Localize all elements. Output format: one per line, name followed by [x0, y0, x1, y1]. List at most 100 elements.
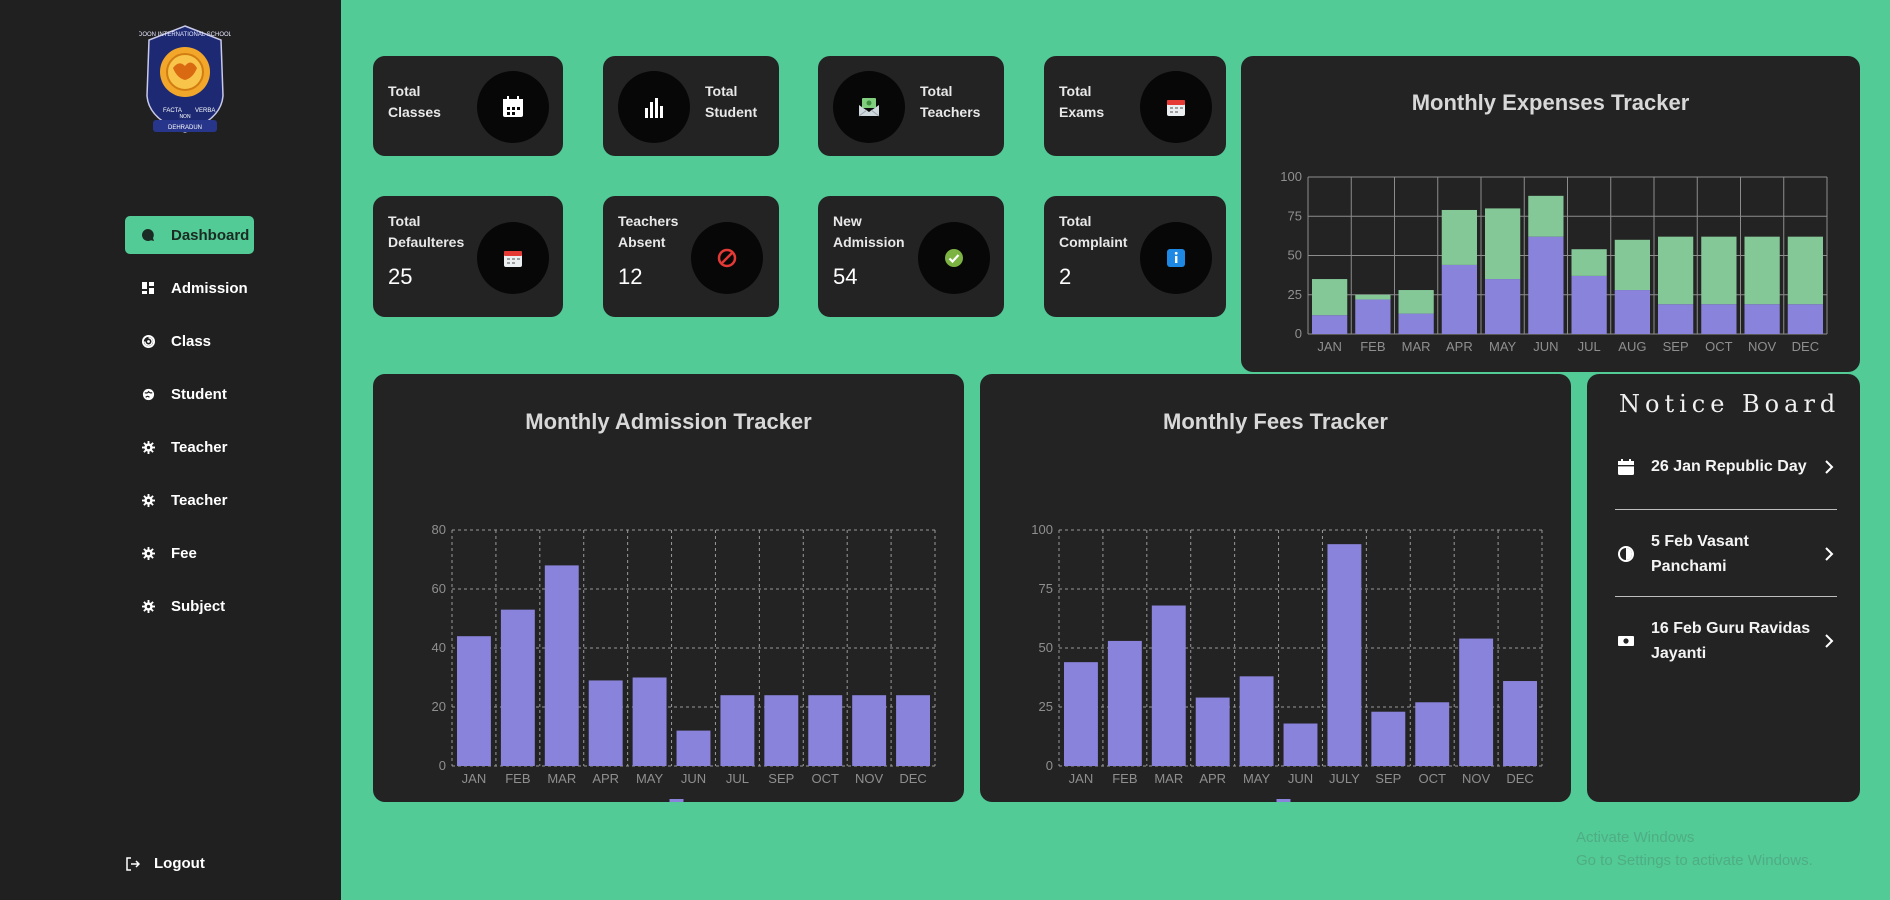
- x-tick-label: SEP: [768, 771, 794, 786]
- stat-card-teachers-absent[interactable]: Teachers Absent 12: [603, 196, 779, 317]
- expenses-chart-card: Monthly Expenses Tracker 0 25 50 75 100 JAN FE…: [1241, 56, 1860, 372]
- stat-label: Total Exams: [1059, 81, 1104, 123]
- gear-icon: [141, 440, 155, 454]
- bar: [1415, 702, 1450, 766]
- stat-card-total-defaulteres[interactable]: Total Defaulteres 25: [373, 196, 563, 317]
- admission-chart: 0 20 40 60 80 JAN FEB MAR APR MAY JUN JUL SEP OCT NOV D…: [432, 522, 936, 802]
- school-logo: DOON INTERNATIONAL SCHOOL FACTA NON VERB…: [139, 25, 231, 133]
- sidebar: DOON INTERNATIONAL SCHOOL FACTA NON VERB…: [0, 0, 341, 900]
- notice-item[interactable]: 26 Jan Republic Day: [1615, 424, 1837, 510]
- bar: [1459, 638, 1494, 766]
- bar-segment: [1441, 264, 1477, 334]
- bar-segment: [1312, 279, 1348, 316]
- y-tick-label: 25: [1288, 287, 1302, 302]
- stat-label-line1: Total: [1059, 213, 1092, 229]
- sidebar-item-admission[interactable]: Admission: [125, 269, 254, 307]
- y-tick-label: 80: [432, 522, 446, 537]
- stat-card-total-complaint[interactable]: Total Complaint 2: [1044, 196, 1226, 317]
- stat-label-line1: Total: [388, 213, 421, 229]
- bar: [544, 565, 579, 766]
- x-tick-label: DEC: [1792, 339, 1819, 354]
- y-tick-label: 20: [432, 699, 446, 714]
- bar-chart-icon: [618, 71, 690, 143]
- fees-chart-card: Monthly Fees Tracker 0 25 50 75 100 JAN FEB MAR…: [980, 374, 1571, 802]
- admission-chart-card: Monthly Admission Tracker 0 20 40 60 80 JAN FE…: [373, 374, 964, 802]
- x-tick-label: JAN: [462, 771, 487, 786]
- x-tick-label: NOV: [1748, 339, 1777, 354]
- stat-label-line1: Total: [705, 83, 738, 99]
- logout-icon: [126, 856, 140, 871]
- sidebar-item-label: Dashboard: [171, 226, 250, 244]
- bar-segment: [1614, 239, 1650, 291]
- x-tick-label: MAR: [547, 771, 576, 786]
- x-tick-label: SEP: [1663, 339, 1689, 354]
- bar-segment: [1485, 279, 1521, 334]
- bar: [632, 677, 667, 766]
- sidebar-nav: Dashboard Admission Class Student Teache…: [125, 216, 254, 640]
- sidebar-item-student[interactable]: Student: [125, 375, 254, 413]
- x-tick-label: MAY: [1243, 771, 1271, 786]
- notice-text: 5 Feb Vasant Panchami: [1651, 532, 1749, 575]
- bar: [1371, 711, 1406, 766]
- stat-card-total-classes[interactable]: Total Classes: [373, 56, 563, 156]
- sidebar-item-label: Student: [171, 385, 227, 403]
- legend-swatch: [1276, 799, 1291, 802]
- watermark-line2: Go to Settings to activate Windows.: [1576, 852, 1813, 869]
- logo-text-non: NON: [179, 114, 191, 120]
- chevron-right-icon: [1821, 459, 1837, 475]
- logout-label: Logout: [154, 855, 205, 872]
- stat-label-line1: New: [833, 213, 862, 229]
- bar-segment: [1528, 236, 1564, 334]
- expenses-chart: 0 25 50 75 100 JAN FEB MAR APR MAY JUN JUL AUG SEP OCT…: [1280, 169, 1828, 354]
- y-tick-label: 40: [432, 640, 446, 655]
- bar-segment: [1787, 236, 1823, 305]
- sidebar-item-class[interactable]: Class: [125, 322, 254, 360]
- sidebar-item-teacher[interactable]: Teacher: [125, 428, 254, 466]
- notice-item[interactable]: 5 Feb Vasant Panchami: [1615, 511, 1837, 597]
- y-tick-label: 50: [1288, 248, 1302, 263]
- check-circle-icon: [918, 222, 990, 294]
- x-tick-label: JUL: [1578, 339, 1601, 354]
- x-tick-label: APR: [1446, 339, 1473, 354]
- stat-card-total-exams[interactable]: Total Exams: [1044, 56, 1226, 156]
- stat-label: Teachers Absent: [618, 211, 678, 253]
- stat-label-line1: Total: [920, 83, 953, 99]
- x-tick-label: APR: [592, 771, 619, 786]
- stat-value: 25: [388, 264, 413, 289]
- stat-card-total-teachers[interactable]: Total Teachers: [818, 56, 1004, 156]
- sidebar-item-teacher-2[interactable]: Teacher: [125, 481, 254, 519]
- money-envelope-icon: [833, 71, 905, 143]
- y-tick-label: 60: [432, 581, 446, 596]
- notice-text: 16 Feb Guru Ravidas Jayanti: [1651, 620, 1811, 662]
- logout-button[interactable]: Logout: [126, 855, 205, 872]
- globe-icon: [141, 387, 155, 401]
- x-tick-label: DEC: [899, 771, 926, 786]
- chat-bubble-icon: [141, 228, 155, 242]
- stat-card-total-student[interactable]: Total Student: [603, 56, 779, 156]
- x-tick-label: MAR: [1402, 339, 1431, 354]
- activate-windows-watermark: Activate Windows Go to Settings to activ…: [1576, 826, 1813, 872]
- x-tick-label: MAR: [1154, 771, 1183, 786]
- bar: [1151, 605, 1186, 766]
- x-tick-label: MAY: [1489, 339, 1517, 354]
- bar-segment: [1571, 249, 1607, 276]
- bar-segment: [1398, 313, 1434, 334]
- x-tick-label: NOV: [855, 771, 884, 786]
- sidebar-item-label: Fee: [171, 544, 197, 562]
- y-tick-label: 25: [1039, 699, 1053, 714]
- sidebar-item-dashboard[interactable]: Dashboard: [125, 216, 254, 254]
- stat-card-new-admission[interactable]: New Admission 54: [818, 196, 1004, 317]
- logo-text-facta: FACTA: [163, 108, 182, 114]
- stat-label: Total Student: [705, 81, 757, 123]
- stat-label-line1: Total: [1059, 83, 1092, 99]
- bar-segment: [1528, 195, 1564, 237]
- notice-item[interactable]: 16 Feb Guru Ravidas Jayanti: [1615, 598, 1837, 684]
- info-icon: [1140, 222, 1212, 294]
- bar: [720, 695, 755, 766]
- calendar-grid-icon: [477, 71, 549, 143]
- stat-label: Total Complaint: [1059, 211, 1127, 253]
- sidebar-item-fee[interactable]: Fee: [125, 534, 254, 572]
- x-tick-label: JUN: [1533, 339, 1558, 354]
- bar-segment: [1701, 304, 1737, 334]
- sidebar-item-subject[interactable]: Subject: [125, 587, 254, 625]
